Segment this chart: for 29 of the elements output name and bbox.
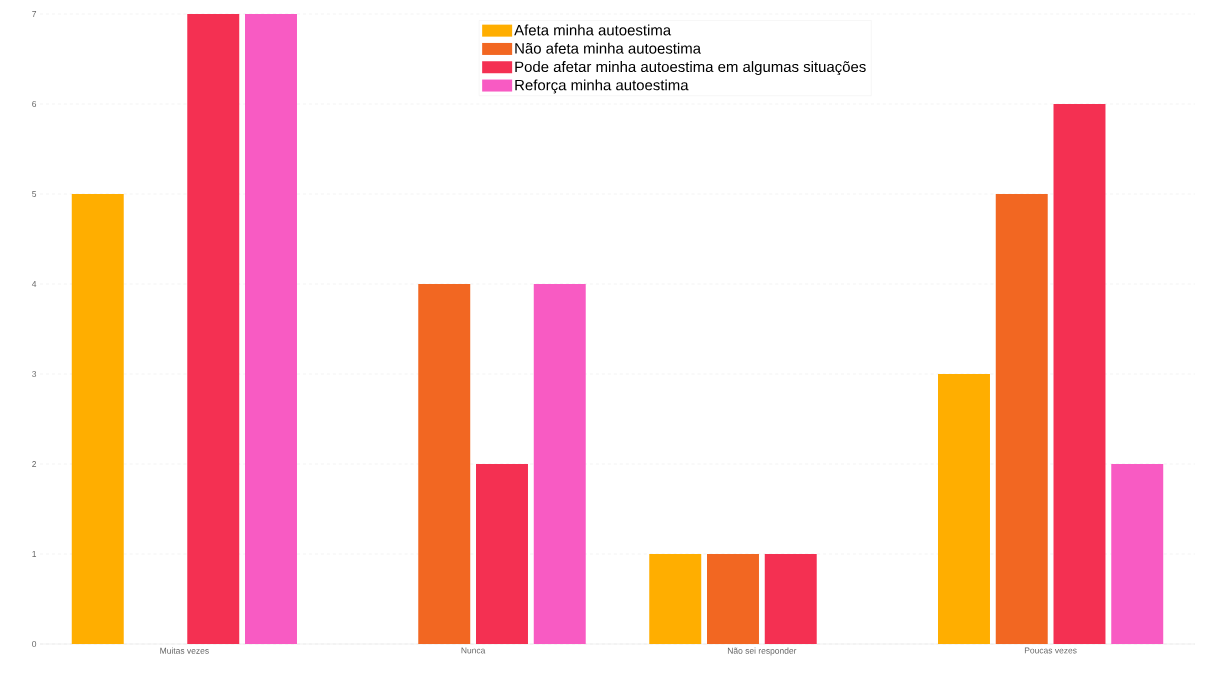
bar	[938, 374, 990, 644]
y-tick-label: 7	[32, 11, 37, 17]
x-tick-label: Nunca	[461, 647, 486, 654]
bar	[245, 14, 297, 644]
y-tick-label: 6	[32, 101, 37, 107]
x-tick-label: Muitas vezes	[160, 647, 209, 654]
y-tick-label: 0	[32, 641, 37, 647]
y-tick-label: 5	[32, 191, 37, 197]
y-tick-label: 4	[31, 281, 37, 287]
bar	[476, 464, 528, 644]
bar	[1053, 104, 1106, 644]
bar	[1111, 464, 1164, 644]
bar	[707, 554, 759, 644]
legend-label: Pode afetar minha autoestima em algumas situações	[515, 61, 866, 76]
y-tick-label: 3	[32, 371, 37, 377]
bar	[187, 14, 240, 644]
legend-label: Reforça minha autoestima	[515, 79, 689, 94]
bar	[418, 284, 471, 644]
y-tick-label: 2	[32, 461, 37, 467]
bar	[71, 194, 124, 644]
bar	[995, 194, 1048, 644]
bar	[533, 284, 586, 644]
legend-label: Não afeta minha autoestima	[515, 42, 702, 54]
bar	[649, 554, 702, 644]
bar	[764, 554, 817, 644]
x-tick-label: Poucas vezes	[1024, 647, 1077, 654]
legend-label: Afeta minha autoestima	[514, 24, 672, 36]
x-tick-label: Não sei responder	[727, 647, 797, 656]
y-tick-label: 1	[32, 551, 37, 557]
